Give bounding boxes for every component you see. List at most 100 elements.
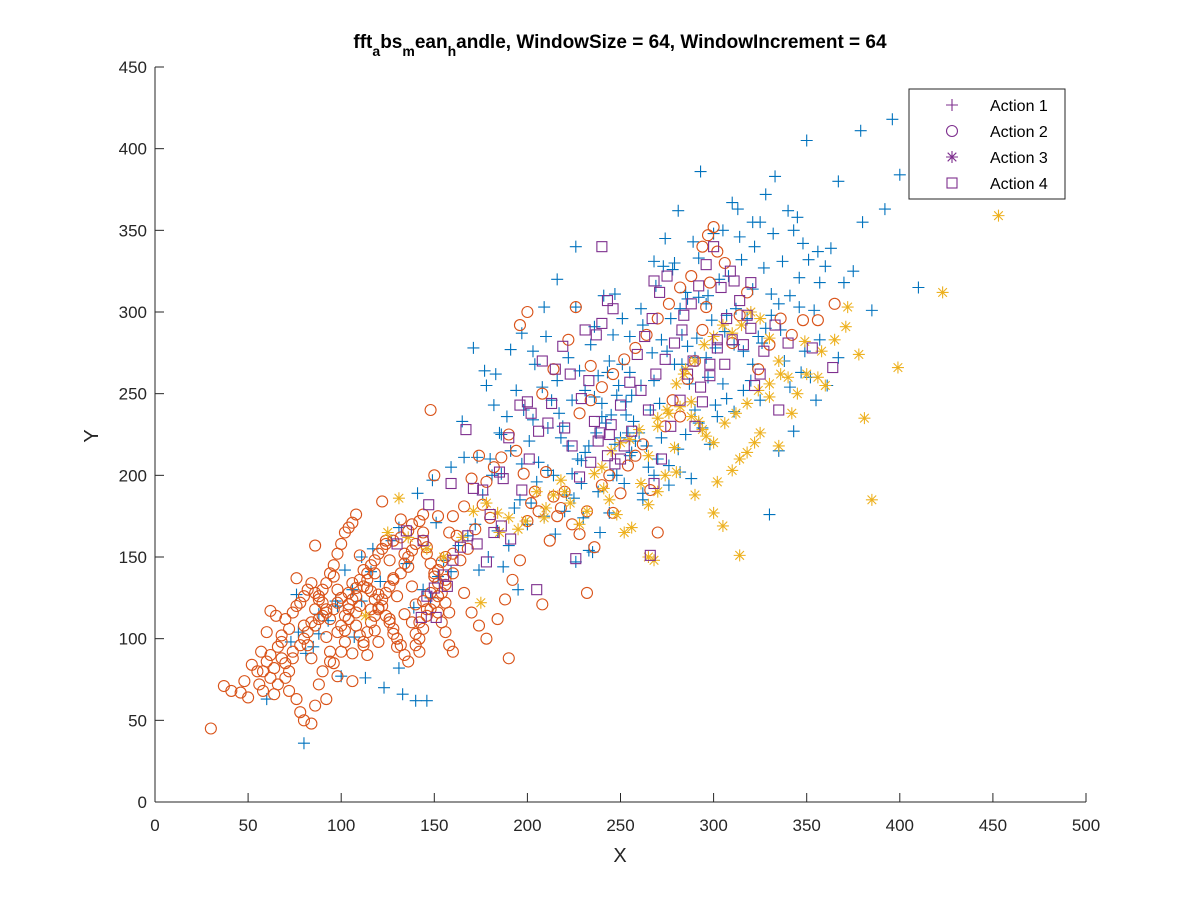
data-point-square <box>696 396 708 408</box>
data-point-circle <box>573 407 586 420</box>
data-point-plus <box>411 487 424 500</box>
data-point-plus <box>702 289 715 302</box>
data-point-asterisk <box>782 371 795 384</box>
data-point-plus <box>513 493 526 506</box>
title-part: a <box>372 43 380 59</box>
data-point-plus <box>893 168 906 181</box>
data-point-plus <box>504 343 517 356</box>
data-point-plus <box>802 253 815 266</box>
data-point-square <box>734 295 746 307</box>
data-point-square <box>445 477 457 490</box>
data-point-circle <box>424 403 437 417</box>
data-point-plus <box>720 392 733 405</box>
data-point-asterisk <box>392 492 405 505</box>
data-point-plus <box>495 428 508 441</box>
data-point-circle <box>443 526 456 539</box>
data-point-circle <box>368 624 381 637</box>
data-point-plus <box>590 426 603 439</box>
legend-label: Action 2 <box>990 124 1048 141</box>
data-point-circle <box>346 577 359 590</box>
data-point-asterisk <box>580 505 593 518</box>
data-point-square <box>754 368 766 380</box>
data-point-asterisk <box>815 345 828 358</box>
data-point-asterisk <box>610 508 623 521</box>
x-tick-label: 350 <box>793 816 821 835</box>
data-point-circle <box>335 645 348 658</box>
data-point-square <box>678 309 690 321</box>
data-point-plus <box>510 384 523 397</box>
x-tick-label: 500 <box>1072 816 1100 835</box>
data-point-asterisk <box>839 320 852 333</box>
data-point-circle <box>543 534 556 547</box>
data-point-circle <box>361 573 374 586</box>
data-point-plus <box>705 314 718 327</box>
data-point-circle <box>357 639 370 652</box>
data-point-square <box>806 342 818 354</box>
data-point-plus <box>515 327 528 340</box>
data-point-square <box>594 427 606 439</box>
data-point-asterisk <box>519 515 532 528</box>
data-point-square <box>417 535 429 547</box>
data-point-asterisk <box>634 477 647 490</box>
series-2 <box>204 221 841 735</box>
data-point-square <box>484 508 496 521</box>
data-point-square <box>454 541 466 553</box>
y-axis-label: Y <box>81 429 103 442</box>
data-point-plus <box>636 319 649 332</box>
data-point-circle <box>379 609 392 622</box>
data-point-circle <box>316 665 329 678</box>
data-point-plus <box>763 508 776 521</box>
title-part: bs <box>380 32 402 53</box>
data-point-square <box>400 525 412 537</box>
data-point-square <box>428 582 440 594</box>
data-point-circle <box>703 276 716 289</box>
data-point-circle <box>335 537 348 550</box>
data-point-plus <box>662 459 675 472</box>
data-point-circle <box>465 606 478 619</box>
data-point-square <box>559 422 571 434</box>
legend-marker-asterisk <box>946 151 958 163</box>
legend: Action 1 Action 2 Action 3 Action 4 <box>908 88 1066 200</box>
data-point-circle <box>696 323 709 337</box>
data-point-plus <box>837 276 850 289</box>
data-point-plus <box>644 404 657 416</box>
data-point-asterisk <box>726 327 739 340</box>
data-point-square <box>655 453 668 465</box>
data-point-plus <box>657 260 670 273</box>
data-point-square <box>668 337 681 349</box>
y-tick-label: 300 <box>119 303 147 322</box>
data-point-circle <box>294 596 307 609</box>
data-point-circle <box>376 593 389 606</box>
data-point-plus <box>813 333 826 346</box>
title-part: m <box>402 43 414 59</box>
data-point-asterisk <box>625 521 638 534</box>
data-point-circle <box>741 286 754 299</box>
data-point-plus <box>508 502 521 514</box>
data-point-circle <box>469 523 482 536</box>
data-point-square <box>441 580 453 592</box>
data-point-circle <box>402 550 415 564</box>
data-point-circle <box>268 662 281 675</box>
data-point-asterisk <box>554 474 567 487</box>
data-point-square <box>557 340 569 352</box>
data-point-square <box>724 265 736 277</box>
data-point-plus <box>420 694 433 707</box>
data-point-plus <box>716 377 729 390</box>
data-point-plus <box>651 453 664 465</box>
data-point-circle <box>305 717 318 730</box>
data-point-asterisk <box>819 379 832 392</box>
data-point-asterisk <box>651 420 664 433</box>
data-point-circle <box>785 328 798 341</box>
data-point-asterisk <box>716 319 729 332</box>
data-point-square <box>642 404 654 416</box>
data-point-asterisk <box>659 469 672 482</box>
data-point-asterisk <box>662 407 675 420</box>
data-point-plus <box>478 364 491 377</box>
data-point-circle <box>275 652 288 665</box>
data-point-plus <box>687 235 700 248</box>
data-point-asterisk <box>718 417 731 430</box>
data-point-circle <box>718 256 731 270</box>
data-point-plus <box>579 446 592 459</box>
data-point-plus <box>605 408 618 421</box>
data-point-asterisk <box>530 485 543 498</box>
